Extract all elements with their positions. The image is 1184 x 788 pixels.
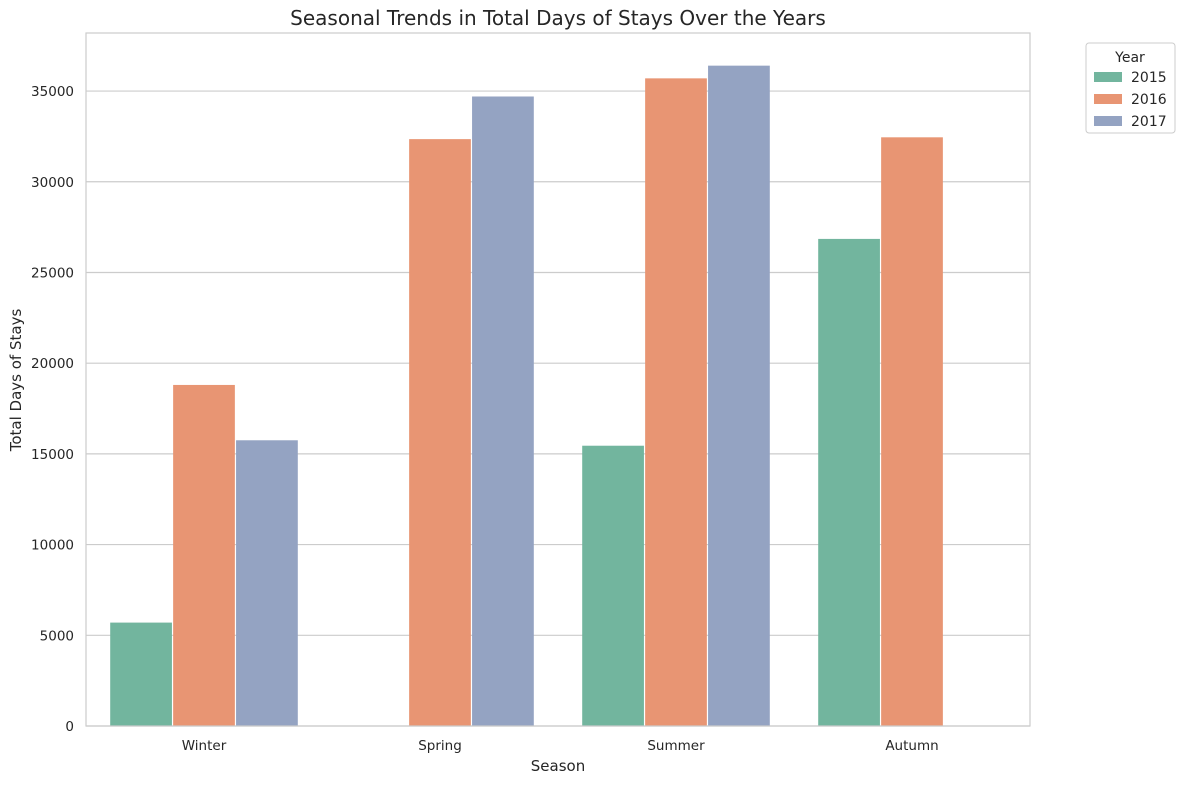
legend-box <box>1085 42 1176 134</box>
bar-autumn-2016 <box>881 137 943 727</box>
bars <box>110 65 943 727</box>
x-tick-label: Winter <box>182 738 227 754</box>
bar-spring-2016 <box>409 139 471 727</box>
bar-summer-2017 <box>708 65 770 727</box>
y-tick-label: 10000 <box>31 538 74 554</box>
y-tick-label: 15000 <box>31 447 74 463</box>
bar-summer-2015 <box>582 445 644 726</box>
chart-title: Seasonal Trends in Total Days of Stays O… <box>290 6 826 30</box>
y-axis-label: Total Days of Stays <box>7 309 25 453</box>
legend-label-2016: 2016 <box>1131 92 1167 108</box>
legend-label-2017: 2017 <box>1131 114 1167 130</box>
y-tick-label: 0 <box>65 719 74 735</box>
legend-swatch-2015 <box>1094 72 1122 82</box>
bar-autumn-2015 <box>818 238 880 726</box>
legend-title: Year <box>1114 50 1145 66</box>
bar-winter-2017 <box>236 440 298 726</box>
bar-summer-2016 <box>645 78 707 727</box>
bar-spring-2017 <box>472 96 534 727</box>
y-tick-label: 5000 <box>40 628 74 644</box>
y-tick-label: 30000 <box>31 175 74 191</box>
y-tick-label: 25000 <box>31 265 74 281</box>
legend-label-2015: 2015 <box>1131 70 1167 86</box>
y-tick-label: 35000 <box>31 84 74 100</box>
legend-entries: 2015 2016 2017 <box>1094 70 1167 130</box>
y-tick-labels: 0 5000 10000 15000 20000 25000 30000 35000 <box>31 84 74 735</box>
x-tick-labels: Winter Spring Summer Autumn <box>182 738 939 754</box>
bar-winter-2016 <box>173 384 235 726</box>
x-tick-label: Summer <box>647 738 705 754</box>
legend-swatch-2017 <box>1094 116 1122 126</box>
y-tick-label: 20000 <box>31 356 74 372</box>
plot-frame <box>85 32 1031 727</box>
x-axis-label: Season <box>531 757 585 775</box>
legend: Year 2015 2016 2017 <box>1085 42 1176 134</box>
x-tick-label: Autumn <box>885 738 938 754</box>
bar-winter-2015 <box>110 622 172 726</box>
legend-swatch-2016 <box>1094 94 1122 104</box>
x-tick-label: Spring <box>418 738 462 754</box>
